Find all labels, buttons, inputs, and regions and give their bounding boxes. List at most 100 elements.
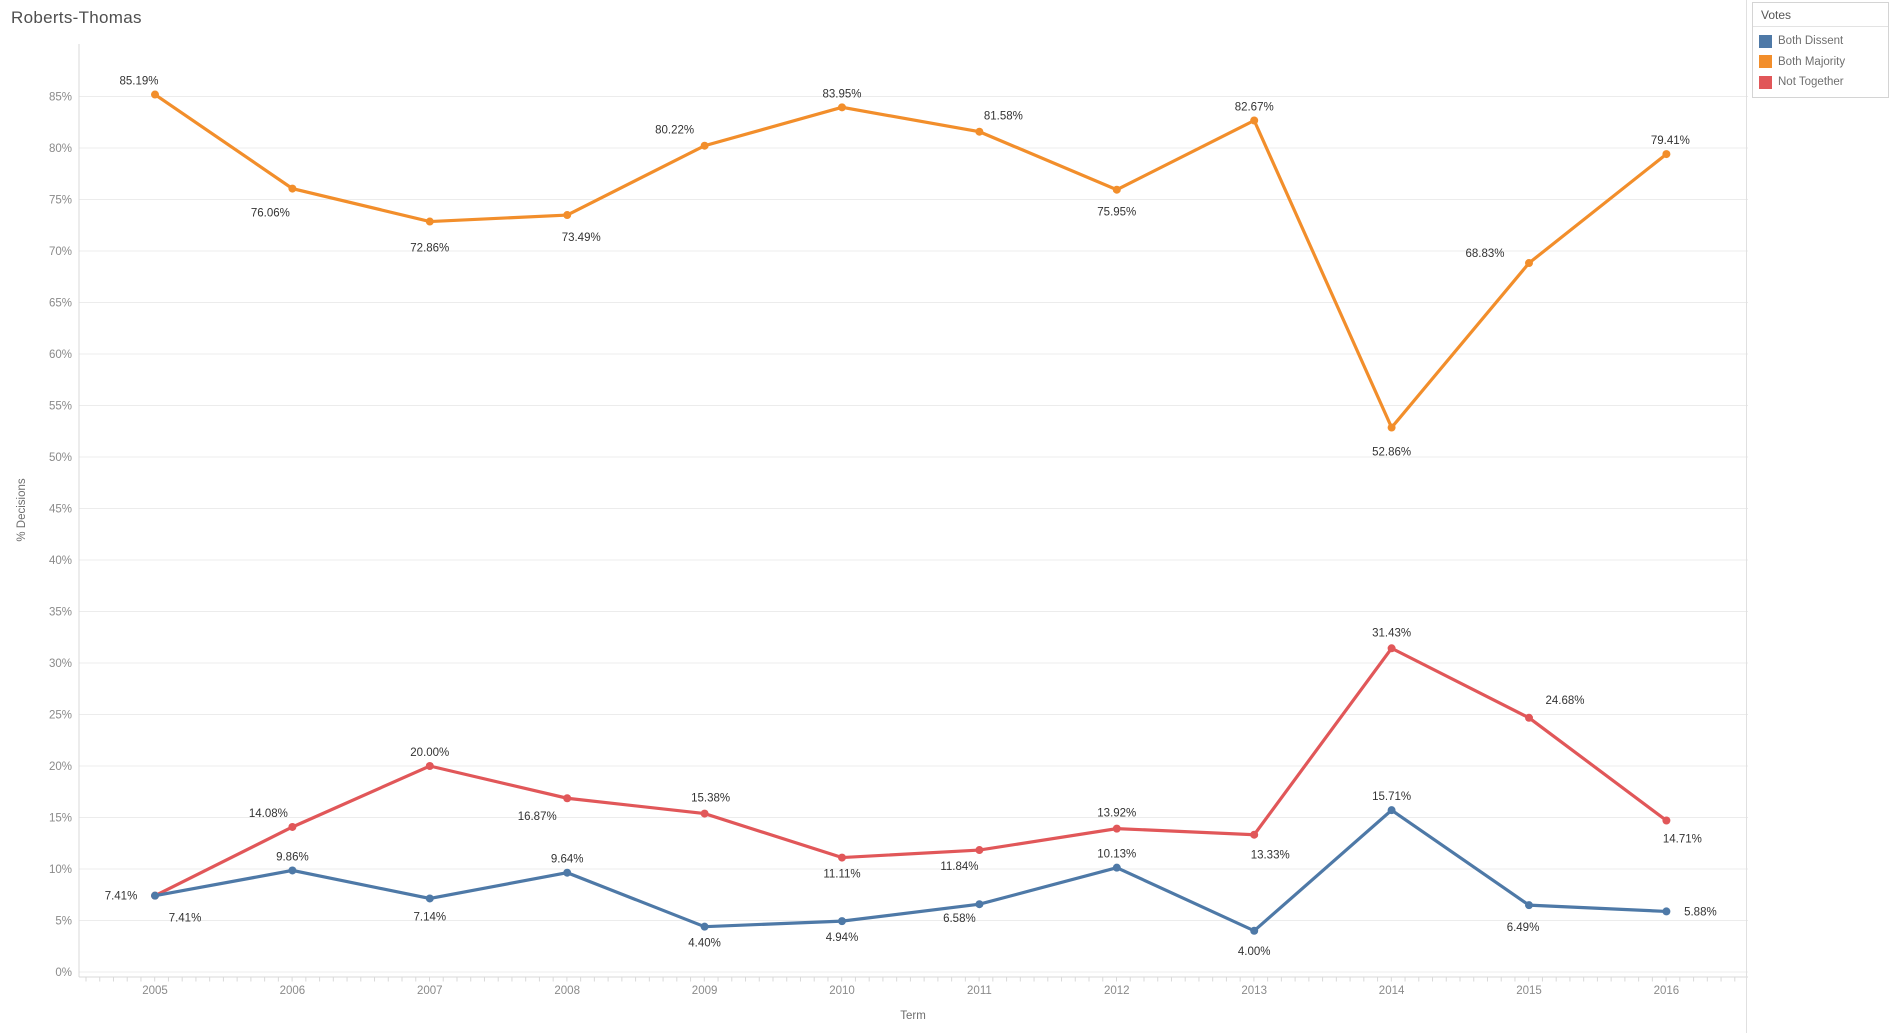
data-label: 81.58% xyxy=(984,111,1023,123)
legend-swatch-both-dissent xyxy=(1759,34,1772,48)
x-tick-label: 2006 xyxy=(280,985,306,997)
data-point-both-majority-2014[interactable] xyxy=(1387,423,1396,432)
data-label: 20.00% xyxy=(410,747,449,759)
legend-items: Both Dissent Both Majority Not Together xyxy=(1753,31,1888,93)
data-label: 6.58% xyxy=(943,913,976,925)
data-point-both-majority-2013[interactable] xyxy=(1250,116,1259,125)
data-point-both-majority-2007[interactable] xyxy=(425,217,434,226)
x-minor-ticks xyxy=(85,977,1736,982)
y-tick-label: 65% xyxy=(49,298,72,310)
x-axis-title: Term xyxy=(900,1010,926,1022)
y-tick-label: 60% xyxy=(49,349,72,361)
data-point-both-dissent-2015[interactable] xyxy=(1525,901,1533,910)
chart-title: Roberts-Thomas xyxy=(11,8,142,27)
y-tick-label: 80% xyxy=(49,143,72,155)
data-point-both-dissent-2007[interactable] xyxy=(425,894,434,903)
y-tick-label: 25% xyxy=(49,710,72,722)
legend-swatch-not-together xyxy=(1759,75,1772,89)
data-point-both-majority-2015[interactable] xyxy=(1525,259,1533,268)
data-point-both-majority-2005[interactable] xyxy=(151,90,159,99)
data-point-both-majority-2016[interactable] xyxy=(1662,150,1671,159)
data-point-not-together-2013[interactable] xyxy=(1250,830,1259,839)
data-label: 85.19% xyxy=(119,76,158,88)
y-tick-label: 75% xyxy=(49,195,72,207)
data-point-not-together-2015[interactable] xyxy=(1525,713,1533,722)
data-point-both-dissent-2016[interactable] xyxy=(1662,907,1671,916)
data-label: 15.38% xyxy=(691,793,730,805)
legend-panel: Votes Both Dissent Both Majority Not Toget… xyxy=(1752,2,1889,98)
data-point-both-dissent-2006[interactable] xyxy=(288,866,297,875)
y-tick-label: 0% xyxy=(55,967,72,979)
data-point-not-together-2016[interactable] xyxy=(1662,816,1671,825)
series-line-both-majority[interactable] xyxy=(154,93,1668,431)
data-label: 75.95% xyxy=(1097,207,1136,219)
y-tick-label: 45% xyxy=(49,504,72,516)
data-point-both-dissent-2010[interactable] xyxy=(838,917,846,926)
legend-divider xyxy=(1746,0,1747,1033)
data-point-not-together-2008[interactable] xyxy=(563,794,572,803)
data-point-both-majority-2008[interactable] xyxy=(563,211,572,220)
y-tick-label: 10% xyxy=(49,864,72,876)
x-tick-label: 2014 xyxy=(1379,985,1405,997)
data-point-both-dissent-2011[interactable] xyxy=(975,900,984,909)
data-label: 76.06% xyxy=(251,208,290,220)
x-tick-label: 2008 xyxy=(554,985,580,997)
x-tick-label: 2007 xyxy=(417,985,443,997)
data-point-both-dissent-2012[interactable] xyxy=(1112,863,1121,872)
series-line-not-together[interactable] xyxy=(154,646,1668,898)
data-label: 9.86% xyxy=(276,851,309,863)
data-label: 79.41% xyxy=(1651,135,1690,147)
y-tick-label: 5% xyxy=(55,916,72,928)
y-tick-label: 20% xyxy=(49,761,72,773)
data-point-both-dissent-2008[interactable] xyxy=(563,868,572,877)
data-labels-both-dissent: 7.41% 9.86% 7.14% 9.64% 4.40% 4.94% 6.58% 10.13… xyxy=(169,791,1717,958)
data-label: 83.95% xyxy=(822,88,861,100)
data-label: 13.33% xyxy=(1251,850,1290,862)
x-tick-label: 2013 xyxy=(1241,985,1267,997)
data-labels-both-majority: 85.19% 76.06% 72.86% 73.49% 80.22% 83.95% 81.5… xyxy=(119,76,1689,459)
data-label: 16.87% xyxy=(518,811,557,823)
data-point-both-majority-2009[interactable] xyxy=(700,141,709,150)
data-label: 15.71% xyxy=(1372,791,1411,803)
data-point-not-together-2011[interactable] xyxy=(975,846,984,855)
data-label: 11.84% xyxy=(940,861,978,873)
data-point-both-majority-2010[interactable] xyxy=(838,103,846,112)
data-label: 4.40% xyxy=(688,938,721,950)
data-point-both-dissent-2013[interactable] xyxy=(1250,926,1259,935)
legend-item-not-together[interactable]: Not Together xyxy=(1753,72,1888,93)
data-labels-not-together: 7.41% 14.08% 20.00% 16.87% 15.38% 11.11% 11.84… xyxy=(105,627,1702,902)
y-tick-label: 40% xyxy=(49,555,72,567)
data-point-not-together-2014[interactable] xyxy=(1387,644,1396,653)
data-label: 5.88% xyxy=(1684,906,1717,918)
data-point-not-together-2009[interactable] xyxy=(700,809,709,818)
x-tick-label: 2012 xyxy=(1104,985,1130,997)
y-tick-label: 50% xyxy=(49,452,72,464)
data-point-both-majority-2011[interactable] xyxy=(975,127,984,136)
legend-label: Both Dissent xyxy=(1778,35,1844,48)
data-label: 9.64% xyxy=(551,854,584,866)
data-point-both-dissent-2014[interactable] xyxy=(1387,806,1396,815)
legend-item-both-dissent[interactable]: Both Dissent xyxy=(1753,31,1888,52)
x-tick-label: 2015 xyxy=(1516,985,1542,997)
y-tick-label: 35% xyxy=(49,607,72,619)
y-tick-labels: 0% 5% 10% 15% 20% 25% 30% 35% 40% 45% 50% 55% 60% 65%… xyxy=(49,92,72,980)
data-point-not-together-2012[interactable] xyxy=(1112,824,1121,833)
y-gridlines xyxy=(79,96,1748,973)
data-point-not-together-2010[interactable] xyxy=(838,853,846,862)
data-label: 14.08% xyxy=(249,808,288,820)
data-point-both-dissent-2009[interactable] xyxy=(700,922,709,931)
data-point-both-majority-2012[interactable] xyxy=(1112,185,1121,194)
data-point-both-dissent-2005[interactable] xyxy=(151,891,159,900)
legend-label: Both Majority xyxy=(1778,55,1846,68)
data-point-both-majority-2006[interactable] xyxy=(288,184,297,193)
y-axis-title: % Decisions xyxy=(16,478,28,542)
legend-item-both-majority[interactable]: Both Majority xyxy=(1753,52,1888,73)
data-point-not-together-2007[interactable] xyxy=(425,762,434,770)
x-tick-label: 2016 xyxy=(1654,985,1680,997)
data-point-not-together-2006[interactable] xyxy=(288,822,297,831)
data-label: 7.14% xyxy=(413,911,446,923)
data-label: 4.00% xyxy=(1238,946,1271,958)
series-line-both-dissent[interactable] xyxy=(154,808,1667,933)
